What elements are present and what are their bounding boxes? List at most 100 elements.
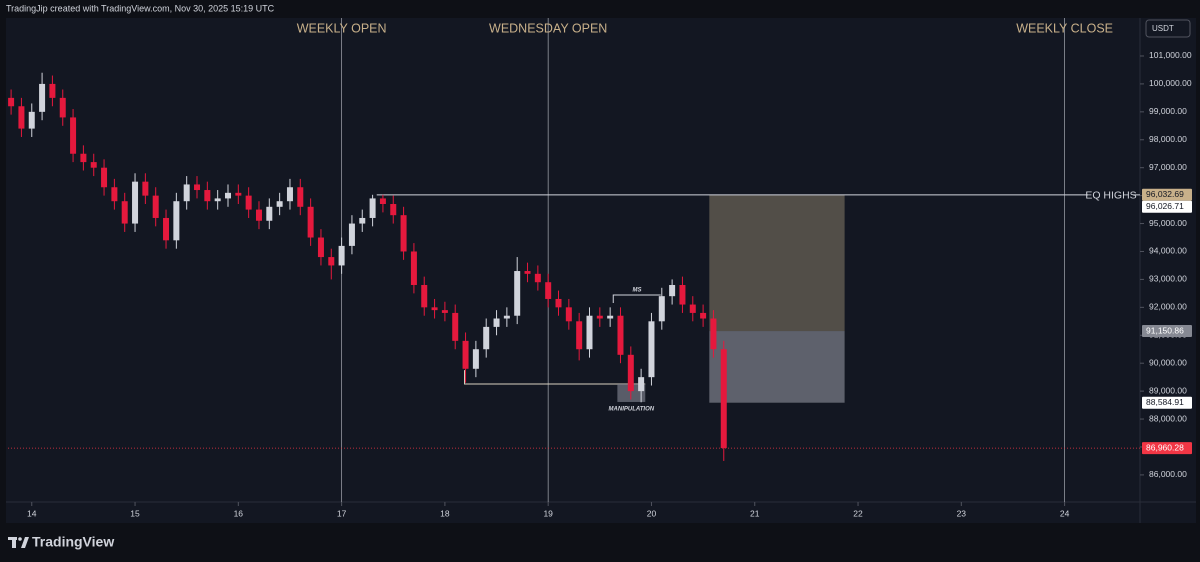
price-label-box <box>1142 200 1192 213</box>
candle-body <box>679 284 686 305</box>
candle-body <box>348 223 355 246</box>
candle-body <box>648 321 655 378</box>
price-label-box <box>1142 396 1192 409</box>
candle-body <box>627 354 634 392</box>
candle-body <box>483 326 490 350</box>
candle-body <box>576 321 583 350</box>
header: TradingJip created with TradingView.com,… <box>6 3 275 13</box>
candle-body <box>493 318 500 327</box>
candle-body <box>245 195 252 210</box>
candle-body <box>132 181 139 224</box>
price-label: 96,032.69 <box>1146 189 1184 199</box>
candle-body <box>80 153 87 163</box>
chart-panel <box>6 18 1196 523</box>
candle-body <box>545 282 552 299</box>
candle-body <box>720 349 727 449</box>
x-tick-label: 18 <box>440 508 450 518</box>
candle-body <box>586 315 593 350</box>
y-tick-label: 88,000.00 <box>1149 413 1187 423</box>
candle-body <box>441 310 448 313</box>
candle-body <box>90 162 97 168</box>
candle-body <box>317 237 324 258</box>
candle-body <box>121 201 128 224</box>
price-label-box <box>1142 188 1192 201</box>
y-tick-label: 100,000.00 <box>1149 78 1192 88</box>
candle-body <box>658 296 665 322</box>
candle-body <box>183 184 190 202</box>
y-tick-label: 94,000.00 <box>1149 246 1187 256</box>
x-tick-label: 22 <box>853 508 863 518</box>
x-tick-label: 14 <box>27 508 37 518</box>
candle-body <box>111 187 118 202</box>
x-tick-label: 21 <box>750 508 760 518</box>
candle-body <box>689 304 696 313</box>
stop-zone <box>709 331 845 403</box>
price-label: 86,960.28 <box>1146 442 1184 452</box>
x-tick-label: 17 <box>337 508 347 518</box>
candle-body <box>421 284 428 308</box>
candle-body <box>462 340 469 369</box>
candle-body <box>369 198 376 218</box>
logo-part <box>21 537 29 548</box>
y-tick-label: 97,000.00 <box>1149 162 1187 172</box>
y-tick-label: 86,000.00 <box>1149 469 1187 479</box>
brand: TradingView <box>32 534 114 550</box>
logo-part <box>12 537 16 548</box>
candle-body <box>534 273 541 283</box>
candle-body <box>276 201 283 207</box>
candle-body <box>307 206 314 238</box>
target-zone <box>709 194 845 332</box>
candle-body <box>18 106 25 129</box>
x-tick-label: 23 <box>957 508 967 518</box>
candle-body <box>379 198 386 205</box>
x-tick-label: 16 <box>234 508 244 518</box>
y-tick-label: 93,000.00 <box>1149 274 1187 284</box>
price-label-box <box>1142 325 1192 338</box>
candle-body <box>565 307 572 322</box>
price-label: 88,584.91 <box>1146 397 1184 407</box>
candle-body <box>204 190 211 202</box>
candle-body <box>638 377 645 392</box>
candle-body <box>59 97 66 118</box>
x-tick-label: 20 <box>647 508 657 518</box>
range-low-line <box>464 370 646 385</box>
candle-body <box>266 206 273 221</box>
eq-highs-label: EQ HIGHS <box>1085 190 1136 202</box>
candle-body <box>163 217 170 241</box>
candle-body <box>503 315 510 319</box>
y-tick-label: 95,000.00 <box>1149 218 1187 228</box>
candle-body <box>472 349 479 369</box>
candle-body <box>607 315 614 319</box>
brand-logo <box>8 537 29 548</box>
candle-body <box>390 204 397 216</box>
candle-body <box>235 192 242 196</box>
ms-label: MS <box>633 288 642 294</box>
candle-body <box>101 167 108 188</box>
price-label: 96,026.71 <box>1146 201 1184 211</box>
candle-body <box>431 307 438 311</box>
candle-body <box>410 251 417 285</box>
candle-body <box>28 111 35 129</box>
y-tick-label: 98,000.00 <box>1149 134 1187 144</box>
session-label: WEEKLY CLOSE <box>1016 21 1113 35</box>
candle-body <box>8 97 15 107</box>
candle-body <box>39 83 46 112</box>
y-tick-label: 99,000.00 <box>1149 106 1187 116</box>
logo-part <box>18 537 22 541</box>
candle-body <box>524 271 531 274</box>
candle-body <box>328 257 335 266</box>
candle-body <box>452 312 459 341</box>
candle-body <box>297 187 304 207</box>
candle-body <box>596 315 603 319</box>
candle-body <box>70 117 77 154</box>
y-tick-label: 90,000.00 <box>1149 357 1187 367</box>
candle-body <box>555 298 562 308</box>
x-tick-label: 15 <box>130 508 140 518</box>
candle-body <box>700 312 707 319</box>
candle-body <box>255 209 262 221</box>
candle-body <box>338 245 345 266</box>
candle-body <box>669 284 676 297</box>
candle-body <box>194 184 201 191</box>
